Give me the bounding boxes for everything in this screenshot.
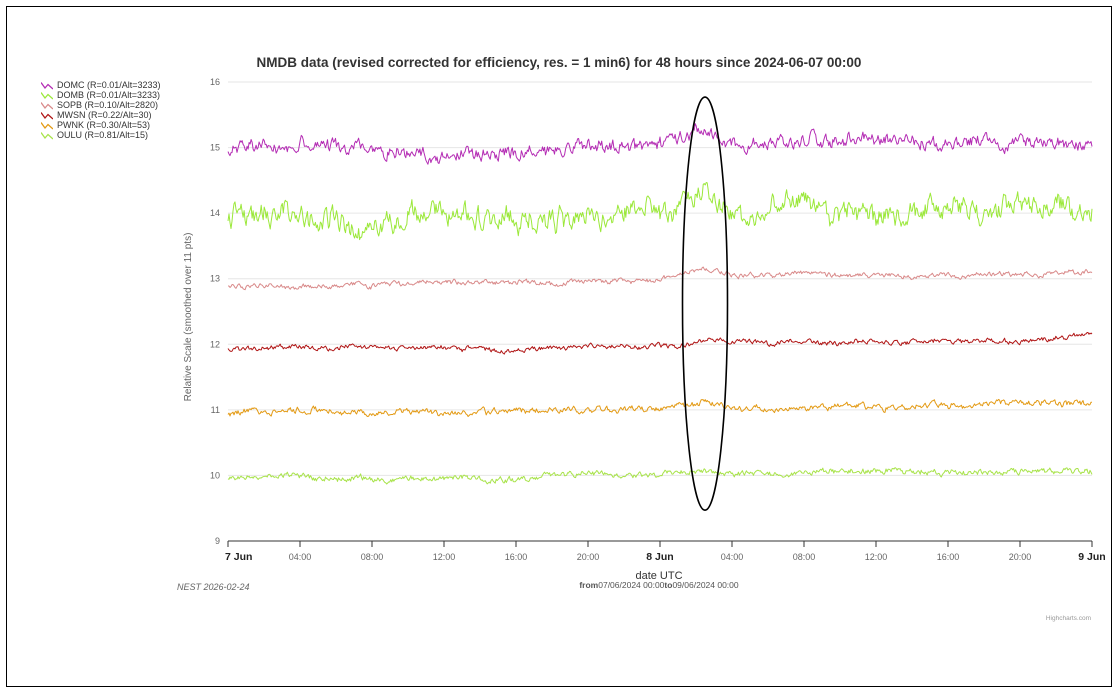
legend-symbol — [41, 91, 53, 99]
x-tick-label: 20:00 — [1009, 552, 1032, 562]
legend-symbol-line — [41, 91, 53, 99]
series-line — [227, 332, 1093, 355]
legend-item[interactable]: PWNK (R=0.30/Alt=53) — [41, 120, 161, 130]
x-tick-label: 04:00 — [721, 552, 744, 562]
legend-symbol — [41, 101, 53, 109]
legend-item[interactable]: OULU (R=0.81/Alt=15) — [41, 130, 161, 140]
chart-title: NMDB data (revised corrected for efficie… — [257, 55, 862, 70]
x-tick-label: 12:00 — [865, 552, 888, 562]
legend: DOMC (R=0.01/Alt=3233) DOMB (R=0.01/Alt=3… — [41, 80, 161, 140]
series-line — [228, 266, 1093, 291]
x-tick-label: 16:00 — [505, 552, 528, 562]
y-tick-label: 15 — [210, 143, 220, 153]
footer-note: NEST 2026-02-24 — [177, 582, 250, 592]
y-tick-label: 9 — [215, 536, 220, 546]
legend-symbol-line — [41, 101, 53, 109]
x-tick-label: 04:00 — [289, 552, 312, 562]
x-tick-label: 9 Jun — [1078, 551, 1105, 563]
annotation-layer — [681, 96, 729, 511]
legend-symbol — [41, 131, 53, 139]
series-lines — [227, 123, 1093, 485]
legend-item[interactable]: SOPB (R=0.10/Alt=2820) — [41, 100, 161, 110]
range-to-value: 09/06/2024 00:00 — [672, 580, 738, 590]
legend-symbol-line — [41, 81, 53, 89]
y-tick-label: 13 — [210, 274, 220, 284]
series-line — [227, 398, 1093, 417]
chart-svg: NMDB data (revised corrected for efficie… — [177, 55, 1106, 622]
range-to-label: to — [664, 580, 672, 590]
annotation-ellipse — [681, 96, 729, 511]
series-line — [227, 467, 1093, 485]
x-axis: 7 Jun 04:00 08:00 12:00 16:00 20:00 8 Jun 04:00… — [225, 540, 1106, 563]
legend-label: PWNK (R=0.30/Alt=53) — [57, 120, 151, 130]
date-range-text: from07/06/2024 00:00to09/06/2024 00:00 — [579, 580, 739, 590]
legend-label: MWSN (R=0.22/Alt=30) — [57, 110, 152, 120]
y-axis: 9 10 11 12 13 14 15 16 — [210, 77, 220, 546]
chart-frame: NMDB data (revised corrected for efficie… — [6, 6, 1112, 687]
highcharts-credit[interactable]: Highcharts.com — [1046, 615, 1091, 622]
range-from-value: 07/06/2024 00:00 — [598, 580, 664, 590]
legend-symbol — [41, 121, 53, 129]
y-tick-label: 16 — [210, 77, 220, 87]
x-tick-label: 08:00 — [793, 552, 816, 562]
y-tick-label: 10 — [210, 470, 220, 480]
legend-label: DOMC (R=0.01/Alt=3233) — [57, 80, 161, 90]
x-axis-title: date UTC — [635, 570, 682, 582]
x-tick-label: 08:00 — [361, 552, 384, 562]
y-axis-title: Relative Scale (smoothed over 11 pts) — [183, 233, 194, 402]
legend-symbol-line — [41, 121, 53, 129]
legend-symbol — [41, 111, 53, 119]
legend-symbol-line — [41, 111, 53, 119]
y-tick-label: 11 — [211, 405, 220, 415]
y-tick-label: 12 — [210, 339, 220, 349]
x-tick-label: 7 Jun — [225, 551, 252, 563]
legend-item[interactable]: MWSN (R=0.22/Alt=30) — [41, 110, 161, 120]
legend-label: DOMB (R=0.01/Alt=3233) — [57, 90, 161, 100]
legend-symbol-line — [41, 131, 53, 139]
series-line — [227, 182, 1093, 241]
legend-item[interactable]: DOMC (R=0.01/Alt=3233) — [41, 80, 161, 90]
series-line — [227, 123, 1093, 165]
range-from-label: from — [579, 580, 598, 590]
x-tick-label: 20:00 — [577, 552, 600, 562]
x-tick-label: 12:00 — [433, 552, 456, 562]
y-tick-label: 14 — [210, 208, 220, 218]
x-tick-label: 16:00 — [937, 552, 960, 562]
legend-item[interactable]: DOMB (R=0.01/Alt=3233) — [41, 90, 161, 100]
legend-label: SOPB (R=0.10/Alt=2820) — [57, 100, 159, 110]
x-tick-label: 8 Jun — [646, 551, 673, 563]
legend-symbol — [41, 81, 53, 89]
legend-label: OULU (R=0.81/Alt=15) — [57, 130, 149, 140]
